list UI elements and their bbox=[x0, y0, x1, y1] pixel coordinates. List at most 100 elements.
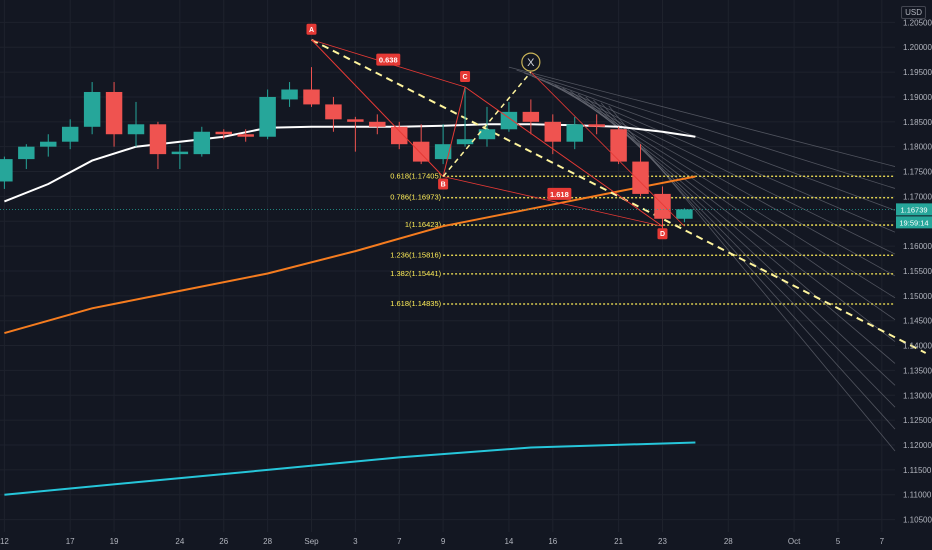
point-label: C bbox=[463, 74, 468, 81]
candle-body bbox=[478, 129, 496, 140]
trend-line bbox=[311, 38, 927, 354]
candle-body bbox=[237, 134, 254, 137]
time-tick-label: 23 bbox=[658, 537, 667, 546]
price-tick-label: 1.14000 bbox=[903, 342, 932, 351]
fan-line bbox=[531, 75, 896, 233]
fib-level-label: 1.382(1.15441) bbox=[390, 269, 441, 278]
candle-body bbox=[456, 139, 474, 145]
price-tick-label: 1.18000 bbox=[903, 143, 932, 152]
countdown-tag bbox=[896, 216, 932, 229]
fib-level-label: 1.236(1.15816) bbox=[390, 250, 441, 259]
candle-body bbox=[193, 131, 211, 155]
candle-body bbox=[522, 111, 540, 122]
price-tick-label: 1.11000 bbox=[903, 491, 932, 500]
trend-fan bbox=[508, 66, 896, 452]
moving-average-line bbox=[4, 175, 696, 335]
candle-body bbox=[171, 151, 189, 155]
fan-line bbox=[516, 69, 896, 189]
price-tick-label: 1.12500 bbox=[903, 416, 932, 425]
time-tick-label: 5 bbox=[836, 537, 841, 546]
candle-body bbox=[632, 161, 649, 194]
candle-body bbox=[61, 126, 79, 142]
price-tick-label: 1.10500 bbox=[903, 516, 932, 525]
price-tick-label: 1.15000 bbox=[903, 292, 932, 301]
fan-line bbox=[547, 81, 896, 277]
time-tick-label: Oct bbox=[788, 537, 801, 546]
fan-line bbox=[524, 72, 896, 211]
price-tick-label: 1.17000 bbox=[903, 192, 932, 201]
point-marker bbox=[460, 71, 471, 83]
time-tick-label: 7 bbox=[880, 537, 885, 546]
candle-body bbox=[40, 141, 57, 147]
fan-line bbox=[554, 84, 896, 299]
point-marker bbox=[521, 52, 541, 72]
price-tick-label: 1.11500 bbox=[903, 466, 932, 475]
candle-body bbox=[303, 89, 320, 105]
time-tick-label: 21 bbox=[614, 537, 623, 546]
price-tick-label: 1.19000 bbox=[903, 93, 932, 102]
time-tick-label: 24 bbox=[175, 537, 184, 546]
price-tick-label: 1.13500 bbox=[903, 366, 932, 375]
candle-body bbox=[369, 121, 386, 127]
candle-body bbox=[500, 111, 518, 130]
price-tick-label: 1.13000 bbox=[903, 391, 932, 400]
candle-body bbox=[654, 193, 671, 219]
price-tick-label: 1.18500 bbox=[903, 118, 932, 127]
candle-body bbox=[391, 126, 408, 145]
current-price-tag bbox=[896, 203, 932, 216]
candle-body bbox=[149, 124, 167, 155]
candle-body bbox=[0, 159, 13, 182]
price-tick-label: 1.20000 bbox=[903, 43, 932, 52]
point-marker bbox=[438, 178, 449, 190]
time-tick-label: 14 bbox=[504, 537, 513, 546]
point-label: B bbox=[441, 182, 446, 189]
time-tick-label: 28 bbox=[724, 537, 733, 546]
harmonic-leg bbox=[442, 86, 466, 177]
moving-average-line bbox=[4, 441, 696, 496]
fan-line bbox=[608, 105, 896, 452]
time-tick-label: 3 bbox=[353, 537, 358, 546]
candle-body bbox=[434, 144, 452, 160]
current-price-value: 1.16739 bbox=[900, 205, 927, 214]
fib-levels: 0.618(1.17405) 0.786(1.16973) 1(1.16423) 1.… bbox=[390, 171, 895, 308]
time-tick-label: 12 bbox=[0, 537, 9, 546]
ratio-badge bbox=[547, 187, 572, 200]
price-tick-label: 1.14500 bbox=[903, 317, 932, 326]
time-tick-label: 26 bbox=[219, 537, 228, 546]
candle-body bbox=[215, 131, 232, 135]
countdown-value: 19:59:14 bbox=[899, 218, 928, 227]
harmonic-leg bbox=[443, 176, 663, 227]
currency-label[interactable]: USD bbox=[901, 6, 926, 19]
harmonic-pattern: A B C D X 0.638 1.618 bbox=[306, 23, 685, 240]
time-tick-label: 28 bbox=[263, 537, 272, 546]
harmonic-leg bbox=[464, 86, 663, 227]
price-tick-label: 1.20500 bbox=[903, 18, 932, 27]
harmonic-leg bbox=[442, 71, 532, 177]
price-tick-label: 1.15500 bbox=[903, 267, 932, 276]
harmonic-leg bbox=[530, 71, 685, 227]
candles bbox=[0, 67, 693, 229]
time-tick-label: 9 bbox=[441, 537, 446, 546]
fan-line bbox=[593, 99, 896, 408]
fan-line bbox=[600, 102, 896, 430]
grid bbox=[0, 0, 895, 532]
ratio-label: 0.638 bbox=[379, 56, 398, 65]
fib-level-label: 1(1.16423) bbox=[405, 220, 442, 229]
point-label: D bbox=[660, 231, 665, 238]
price-axis[interactable]: 1.20500 1.20000 1.19500 1.19000 1.18500 1.180… bbox=[0, 18, 932, 525]
candle-body bbox=[18, 146, 35, 160]
fib-level-label: 0.786(1.16973) bbox=[390, 193, 441, 202]
time-axis[interactable]: 12 17 19 24 26 28 Sep 3 7 9 14 16 21 23 28 Oct 5 7 bbox=[0, 537, 885, 546]
candle-body bbox=[325, 104, 342, 120]
price-tick-label: 1.16000 bbox=[903, 242, 932, 251]
ratio-label: 1.618 bbox=[550, 190, 569, 199]
point-label: X bbox=[527, 57, 535, 69]
time-tick-label: 17 bbox=[66, 537, 75, 546]
fib-level-label: 1.618(1.14835) bbox=[390, 299, 441, 308]
candle-body bbox=[127, 124, 145, 135]
candle-body bbox=[105, 91, 123, 135]
candle-body bbox=[259, 96, 276, 137]
time-tick-label: Sep bbox=[304, 537, 319, 546]
